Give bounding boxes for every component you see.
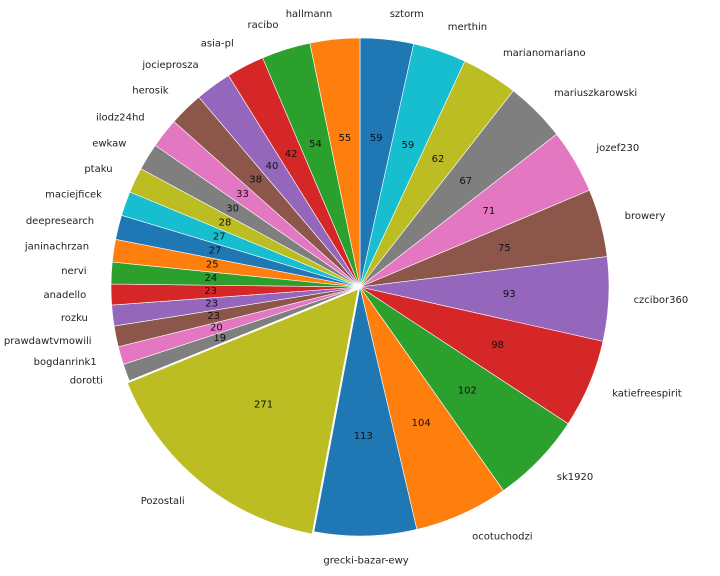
value-label-janinachrzan: 25 [206, 260, 219, 271]
value-label-merthin: 59 [401, 140, 414, 151]
category-label-sk1920: sk1920 [557, 472, 593, 483]
category-label-merthin: merthin [448, 22, 487, 33]
category-label-herosik: herosik [132, 86, 168, 97]
category-label-deepresearch: deepresearch [26, 216, 94, 227]
category-label-dorotti: dorotti [70, 376, 103, 387]
value-label-marianomariano: 62 [432, 154, 445, 165]
value-label-katiefreespirit: 98 [491, 340, 504, 351]
category-label-janinachrzan: janinachrzan [24, 242, 89, 253]
category-label-anadello: anadello [43, 290, 86, 301]
category-label-rozku: rozku [61, 313, 88, 324]
value-label-herosik: 38 [249, 175, 262, 186]
pie-slice-hallmann [309, 37, 361, 288]
category-label-ocotuchodzi: ocotuchodzi [472, 531, 532, 542]
category-label-jocieprosza: jocieprosza [141, 60, 198, 71]
category-label-nervi: nervi [61, 266, 86, 277]
category-label-hallmann: hallmann [286, 9, 333, 20]
category-label-ilodz24hd: ilodz24hd [96, 112, 145, 123]
value-label-grecki-bazar-ewy: 113 [354, 431, 373, 442]
category-label-marianomariano: marianomariano [503, 48, 586, 59]
category-label-katiefreespirit: katiefreespirit [612, 388, 682, 399]
value-label-ptaku: 28 [219, 217, 232, 228]
value-label-nervi: 24 [204, 273, 217, 284]
category-label-sztorm: sztorm [390, 9, 424, 20]
category-label-racibo: racibo [248, 20, 279, 31]
category-label-ptaku: ptaku [84, 164, 112, 175]
value-label-racibo: 54 [309, 139, 322, 150]
value-label-jocieprosza: 40 [266, 161, 279, 172]
category-label-czcibor360: czcibor360 [634, 295, 689, 306]
value-label-rozku: 23 [205, 299, 218, 310]
category-label-grecki-bazar-ewy: grecki-bazar-ewy [323, 555, 408, 566]
value-label-ewkaw: 30 [226, 203, 239, 214]
value-label-ilodz24hd: 33 [236, 189, 249, 200]
category-label-jozef230: jozef230 [595, 143, 639, 154]
category-label-maciejficek: maciejficek [45, 190, 102, 201]
pie-slice-grecki-bazar-ewy [313, 286, 418, 537]
value-label-sztorm: 59 [370, 133, 383, 144]
category-label-prawdawtvmowili: prawdawtvmowili [4, 336, 92, 347]
value-label-sk1920: 102 [458, 385, 477, 396]
category-label-bogdanrink1: bogdanrink1 [34, 357, 97, 368]
value-label-browery: 75 [498, 243, 511, 254]
value-label-dorotti: 19 [213, 333, 226, 344]
value-label-Pozostali: 271 [254, 399, 273, 410]
value-label-czcibor360: 93 [503, 289, 516, 300]
value-label-bogdanrink1: 20 [210, 323, 223, 334]
category-label-asia-pl: asia-pl [201, 38, 234, 49]
value-label-anadello: 23 [204, 286, 217, 297]
value-label-prawdawtvmowili: 23 [207, 311, 220, 322]
value-label-jozef230: 71 [483, 206, 496, 217]
pie-slice-Pozostali [127, 288, 359, 535]
value-label-ocotuchodzi: 104 [412, 418, 431, 429]
value-label-maciejficek: 27 [213, 231, 226, 242]
category-label-browery: browery [625, 211, 666, 222]
value-label-mariuszkarowski: 67 [459, 176, 472, 187]
value-label-asia-pl: 42 [285, 149, 298, 160]
category-label-ewkaw: ewkaw [92, 138, 126, 149]
category-label-mariuszkarowski: mariuszkarowski [554, 88, 637, 99]
category-label-Pozostali: Pozostali [141, 496, 185, 507]
value-label-hallmann: 55 [339, 133, 352, 144]
value-label-deepresearch: 27 [209, 246, 222, 257]
